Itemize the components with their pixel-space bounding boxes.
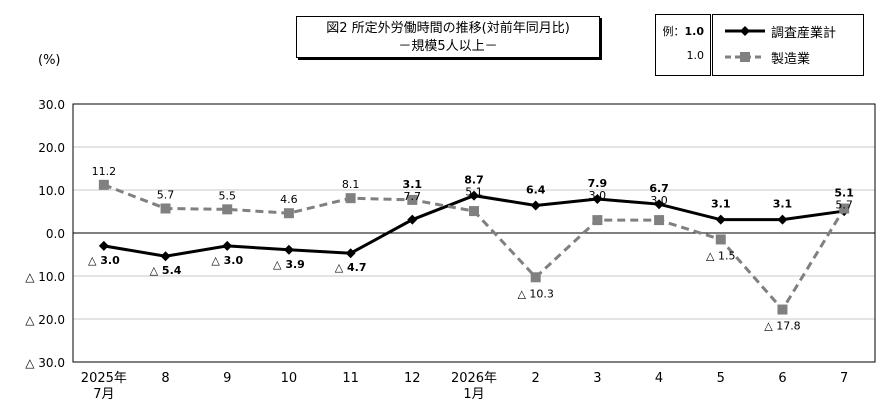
data-label-all-industries: 3.1 [403,178,423,191]
legend-example-box: 例：1.0 1.0 [655,14,711,76]
y-tick-label: 10.0 [38,184,65,198]
data-label-all-industries: 6.7 [649,182,669,195]
data-point-manufacturing [469,206,479,217]
data-label-all-industries: 8.7 [464,174,484,187]
legend-swatches [725,26,765,62]
data-label-manufacturing: 11.2 [92,165,117,178]
x-tick-label: 2 [532,371,540,386]
legend: 調査産業計 製造業 [712,14,864,76]
data-point-manufacturing [283,208,294,219]
data-point-all-industries [283,244,294,255]
data-point-manufacturing [654,215,665,226]
legend-example-bold-value: 1.0 [684,25,705,38]
square-marker-icon [740,52,750,62]
data-label-manufacturing: 8.1 [342,178,360,191]
x-tick-label: 6 [778,371,786,386]
data-label-manufacturing: 3.0 [589,189,607,202]
data-label-manufacturing: △ 10.3 [517,287,553,300]
data-label-all-industries: △ 3.9 [273,258,305,271]
data-label-manufacturing: 5.1 [465,186,483,199]
data-label-all-industries: 5.1 [834,186,854,199]
data-point-manufacturing [160,203,171,214]
label-layer: △ 3.0 11.2 △ 5.4 5.7 △ 3.0 5.5 △ 3.9 4.6 △ 4.7 8.… [88,165,854,333]
data-point-manufacturing [530,272,541,283]
legend-label-manufacturing: 製造業 [771,52,811,67]
data-label-all-industries: 3.1 [773,198,793,211]
x-tick-label: 2026年 [451,371,497,386]
data-label-all-industries: △ 4.7 [335,261,367,274]
x-tick-label: 7 [840,371,848,386]
x-tick-label: 4 [655,371,663,386]
chart-title-box: 図2 所定外労働時間の推移(対前年同月比) －規模5人以上－ [296,16,600,58]
y-tick-label: 30.0 [38,98,65,112]
data-label-manufacturing: 7.7 [404,190,422,203]
data-point-all-industries [407,214,418,225]
data-point-all-industries [222,240,233,251]
legend-label-all-industries: 調査産業計 [771,26,837,41]
data-label-manufacturing: 3.0 [650,194,668,207]
chart-subtitle: －規模5人以上－ [398,39,498,54]
legend-example-plain-value: 1.0 [686,49,705,62]
data-label-manufacturing: 5.5 [218,189,236,202]
data-point-manufacturing [839,203,850,214]
legend-example-label: 例： [662,25,685,38]
data-point-all-industries [469,190,479,201]
data-label-manufacturing: △ 1.5 [706,249,735,262]
x-tick-label: 12 [404,371,421,386]
data-label-all-industries: △ 5.4 [150,264,182,277]
diamond-marker-icon [740,26,750,36]
data-point-all-industries [530,200,541,211]
data-point-manufacturing [777,304,788,315]
data-label-all-industries: △ 3.0 [88,254,120,267]
data-point-all-industries [98,240,109,251]
data-point-manufacturing [345,193,356,204]
legend-example-row-bold: 例：1.0 [663,23,705,39]
data-point-all-industries [654,199,665,210]
series-line-all-industries [103,194,845,258]
data-label-all-industries: 3.1 [711,198,731,211]
x-tick-label: 2025年 [81,371,127,386]
y-axis-unit-label: (%) [38,53,61,68]
x-tick-label: 11 [342,371,359,386]
x-tick-label: 7月 [93,387,114,402]
data-point-manufacturing [592,215,603,226]
x-tick-label: 5 [717,371,725,386]
data-label-manufacturing: 5.7 [835,198,853,211]
data-label-all-industries: △ 3.0 [211,254,243,267]
y-tick-label: △ 20.0 [25,313,65,327]
x-tick-label: 8 [161,371,169,386]
x-tick-label: 10 [281,371,298,386]
data-point-all-industries [777,214,788,225]
data-label-all-industries: 7.9 [588,177,608,190]
y-tick-label: △ 10.0 [25,270,65,284]
x-tick-label: 1月 [463,387,484,402]
data-label-manufacturing: △ 17.8 [764,320,800,333]
data-point-all-industries [160,251,171,262]
data-point-all-industries [345,248,356,259]
chart-title: 図2 所定外労働時間の推移(対前年同月比) [326,21,570,36]
y-tick-label: △ 30.0 [25,356,65,370]
data-point-manufacturing [407,194,418,205]
series-layer [98,179,850,315]
data-point-manufacturing [98,179,109,190]
data-point-all-industries [592,194,603,205]
x-tick-label: 9 [223,371,231,386]
data-point-manufacturing [222,204,233,215]
data-label-manufacturing: 4.6 [280,193,298,206]
y-tick-label: 20.0 [38,141,65,155]
y-tick-label: 0.0 [46,227,65,241]
axis-layer: 30.0 20.0 10.0 0.0 △ 10.0 △ 20.0 △ 30.0 2025年7月… [25,98,876,402]
x-tick-label: 3 [593,371,601,386]
data-label-all-industries: 6.4 [526,183,546,196]
data-point-manufacturing [715,234,726,245]
data-label-manufacturing: 5.7 [157,188,175,201]
data-point-all-industries [715,214,726,225]
